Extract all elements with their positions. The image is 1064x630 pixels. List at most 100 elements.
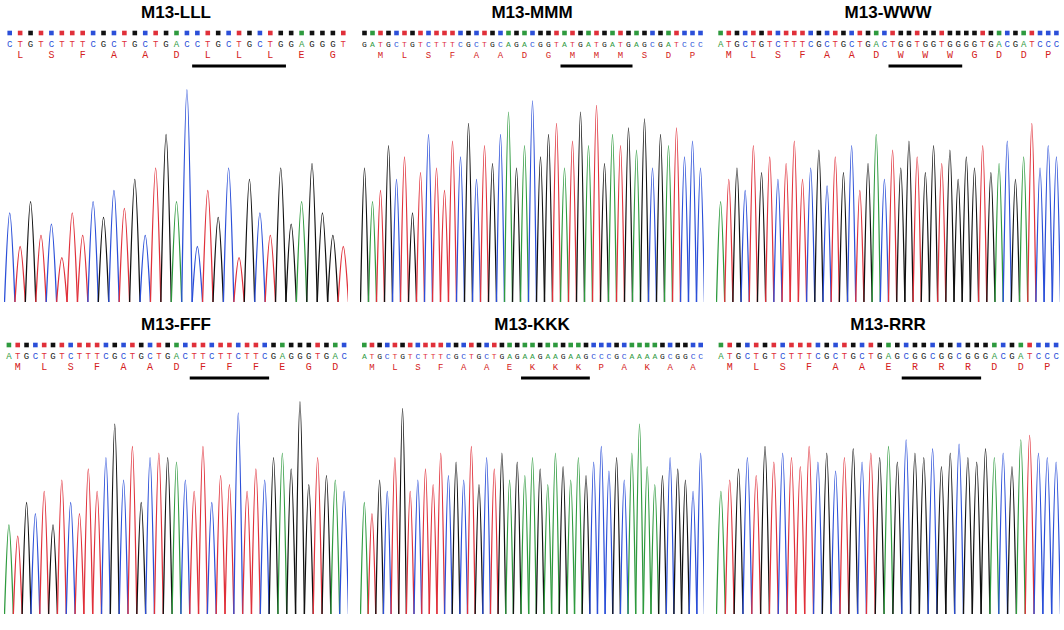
svg-text:C: C xyxy=(474,40,479,49)
svg-text:G: G xyxy=(983,352,988,362)
svg-text:T: T xyxy=(86,352,92,362)
svg-text:L: L xyxy=(236,50,242,61)
svg-text:G: G xyxy=(865,40,870,50)
svg-text:T: T xyxy=(726,40,732,50)
svg-text:T: T xyxy=(431,352,436,361)
svg-text:G: G xyxy=(578,40,583,49)
svg-text:T: T xyxy=(200,352,206,362)
svg-text:C: C xyxy=(415,352,420,361)
svg-text:D: D xyxy=(522,51,527,61)
svg-text:T: T xyxy=(378,40,383,49)
svg-text:R: R xyxy=(912,362,918,373)
svg-text:C: C xyxy=(484,352,489,361)
svg-text:A: A xyxy=(718,352,724,362)
svg-text:C: C xyxy=(698,352,703,361)
svg-text:G: G xyxy=(974,352,979,362)
svg-text:K: K xyxy=(644,363,650,373)
svg-text:C: C xyxy=(143,40,149,50)
svg-text:G: G xyxy=(947,40,952,50)
svg-text:T: T xyxy=(77,352,83,362)
svg-text:F: F xyxy=(438,363,443,373)
svg-text:T: T xyxy=(253,352,259,362)
svg-text:G: G xyxy=(362,40,367,49)
svg-text:T: T xyxy=(792,40,798,50)
svg-text:C: C xyxy=(446,352,451,361)
svg-text:A: A xyxy=(874,40,880,50)
svg-text:T: T xyxy=(914,40,920,50)
svg-text:T: T xyxy=(570,40,575,49)
svg-text:C: C xyxy=(780,352,786,362)
svg-text:G: G xyxy=(841,40,846,50)
svg-text:G: G xyxy=(642,40,647,49)
svg-text:T: T xyxy=(674,40,679,49)
svg-text:C: C xyxy=(262,352,268,362)
svg-text:C: C xyxy=(184,40,190,50)
svg-text:G: G xyxy=(132,40,137,50)
svg-text:G: G xyxy=(288,40,293,50)
svg-text:A: A xyxy=(886,352,892,362)
svg-text:S: S xyxy=(48,50,54,61)
svg-text:T: T xyxy=(59,40,65,50)
svg-text:T: T xyxy=(268,40,274,50)
svg-text:A: A xyxy=(1018,352,1024,362)
svg-text:G: G xyxy=(297,352,302,362)
svg-text:G: G xyxy=(377,352,382,361)
svg-text:S: S xyxy=(415,363,420,373)
svg-text:F: F xyxy=(450,51,455,61)
svg-text:C: C xyxy=(650,40,655,49)
svg-text:G: G xyxy=(400,352,405,361)
svg-text:C: C xyxy=(385,352,390,361)
svg-text:G: G xyxy=(247,40,252,50)
svg-text:C: C xyxy=(956,352,962,362)
svg-text:C: C xyxy=(1037,40,1043,50)
svg-text:E: E xyxy=(279,362,285,373)
svg-text:L: L xyxy=(750,50,756,61)
svg-text:G: G xyxy=(386,40,391,49)
svg-text:F: F xyxy=(799,50,805,61)
svg-text:L: L xyxy=(17,50,23,61)
svg-text:A: A xyxy=(299,40,305,50)
svg-text:G: G xyxy=(912,352,917,362)
svg-text:G: G xyxy=(514,40,519,49)
svg-text:C: C xyxy=(458,40,463,49)
svg-text:A: A xyxy=(859,362,865,373)
svg-text:A: A xyxy=(652,352,657,361)
svg-text:M: M xyxy=(594,51,599,61)
svg-text:D: D xyxy=(873,50,879,61)
svg-text:T: T xyxy=(370,352,375,361)
svg-text:E: E xyxy=(299,50,305,61)
svg-text:T: T xyxy=(38,40,44,50)
svg-text:G: G xyxy=(101,40,106,50)
svg-text:T: T xyxy=(236,40,242,50)
svg-text:G: G xyxy=(28,40,33,50)
svg-text:A: A xyxy=(562,40,567,49)
svg-text:G: G xyxy=(538,352,543,361)
svg-text:G: G xyxy=(626,40,631,49)
svg-text:W: W xyxy=(947,50,953,61)
svg-text:T: T xyxy=(80,40,86,50)
svg-text:C: C xyxy=(930,352,936,362)
svg-text:G: G xyxy=(971,50,977,61)
svg-text:G: G xyxy=(1009,352,1014,362)
svg-text:G: G xyxy=(921,352,926,362)
svg-text:A: A xyxy=(992,352,998,362)
svg-text:W: W xyxy=(922,50,928,61)
svg-text:T: T xyxy=(753,352,759,362)
svg-text:A: A xyxy=(498,51,504,61)
svg-text:G: G xyxy=(816,40,821,50)
svg-text:T: T xyxy=(315,352,321,362)
svg-text:T: T xyxy=(469,352,474,361)
svg-text:G: G xyxy=(898,40,903,50)
svg-text:G: G xyxy=(306,362,312,373)
svg-text:C: C xyxy=(49,40,55,50)
svg-text:G: G xyxy=(561,352,566,361)
svg-text:G: G xyxy=(477,352,482,361)
svg-text:A: A xyxy=(370,40,375,49)
svg-text:G: G xyxy=(602,40,607,49)
svg-text:G: G xyxy=(330,50,336,61)
svg-text:S: S xyxy=(780,362,786,373)
svg-text:T: T xyxy=(70,40,76,50)
svg-text:G: G xyxy=(165,352,170,362)
svg-text:T: T xyxy=(939,40,945,50)
svg-text:R: R xyxy=(965,362,971,373)
